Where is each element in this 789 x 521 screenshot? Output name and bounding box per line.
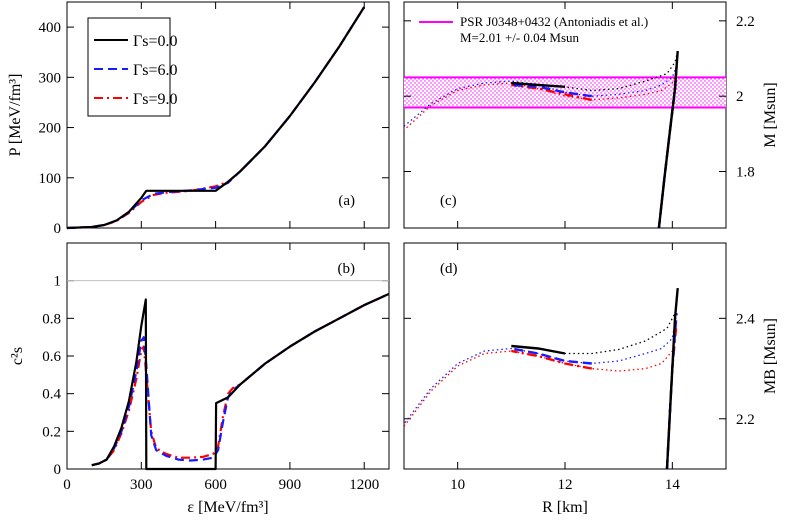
legend-psr-line2: M=2.01 +/- 0.04 Msun [460,30,580,45]
panel-d-lines [403,288,679,470]
ytick-label: 0.2 [42,424,61,440]
xtick-label: 600 [204,477,227,493]
ytick-label: 400 [39,20,62,36]
xtick-label: 12 [558,477,573,493]
ytick-label: 0 [54,462,62,478]
series-s0-stable [657,50,679,229]
panel-a: 0 100 200 300 400 (a) Γs=0.0 Γs=6.0 Γs=9.0 P… [7,1,390,237]
panel-c-ticks: 1.8 2 2.2 [404,2,755,228]
ytick-label: 2 [736,89,744,105]
ytick-label: 200 [39,121,62,137]
series-s9-stable-branch [511,349,593,370]
panel-d: 10 12 14 2.2 2.4 (d) MB [Msun] R [km] [403,242,779,516]
xtick-label: 1200 [349,477,379,493]
series-s6-line [91,292,390,467]
ytick-label: 0.8 [42,311,61,327]
panel-d-ticks: 10 12 14 2.2 2.4 [404,243,755,493]
xtick-label: 900 [279,477,302,493]
legend-psr-line1: PSR J0348+0432 (Antoniadis et al.) [460,14,648,29]
ytick-label: 0 [54,221,62,237]
series-s0-line [66,6,366,230]
ytick-label: 100 [39,171,62,187]
ytick-label: 2.2 [736,412,755,428]
panel-d-xlabel: R [km] [542,499,588,516]
panel-b-ticks: 0 300 600 900 1200 0 0.2 0.4 0.6 0.8 1 [42,243,389,493]
series-s0-unstable [565,288,679,355]
panel-c-lines [403,50,679,229]
panel-a-label: (a) [338,193,355,209]
series-s0-stable [665,288,679,470]
ytick-label: 2.4 [736,311,755,327]
panel-b: 0 300 600 900 1200 0 0.2 0.4 0.6 0.8 1 (b) c²s ε [… [9,242,390,516]
legend-label-s0: Γs=0.0 [133,33,178,50]
legend-c: PSR J0348+0432 (Antoniadis et al.) M=2.0… [419,14,648,45]
panel-a-ticks: 0 100 200 300 400 [39,2,389,237]
panel-b-xlabel: ε [MeV/fm³] [187,499,268,516]
xtick-label: 300 [130,477,153,493]
series-s0-stable-branch [511,81,566,88]
panel-c: 1.8 2 2.2 (c) PSR J0348+0432 (Antoniadis e… [403,1,779,229]
panel-b-label: (b) [338,261,356,277]
ytick-label: 1 [54,274,62,290]
panel-b-lines [91,292,390,471]
xtick-label: 0 [63,477,71,493]
psr-mass-band [404,77,726,108]
ytick-label: 2.2 [736,14,755,30]
ytick-label: 0.4 [42,387,61,403]
series-s0-stable-branch [511,344,566,355]
series-s0-line [91,292,390,471]
ytick-label: 1.8 [736,165,755,181]
series-s9-stable-branch [511,83,593,102]
xtick-label: 14 [665,477,681,493]
legend-a: Γs=0.0 Γs=6.0 Γs=9.0 [87,17,178,117]
panel-b-ylabel: c²s [9,347,26,365]
legend-label-s9: Γs=9.0 [133,91,178,108]
ytick-label: 300 [39,70,62,86]
legend-a-box [87,17,171,117]
panel-a-lines [66,6,366,230]
series-s9-unstable [403,73,677,131]
legend-label-s6: Γs=6.0 [133,62,178,79]
panel-c-label: (c) [440,193,457,209]
panel-d-label: (d) [440,261,458,277]
panel-a-ylabel: P [MeV/fm³] [7,74,24,157]
panel-d-ylabel: MB [Msun] [762,318,779,394]
xtick-label: 10 [450,477,465,493]
ytick-label: 0.6 [42,349,61,365]
panel-c-ylabel: M [Msun] [762,82,779,147]
